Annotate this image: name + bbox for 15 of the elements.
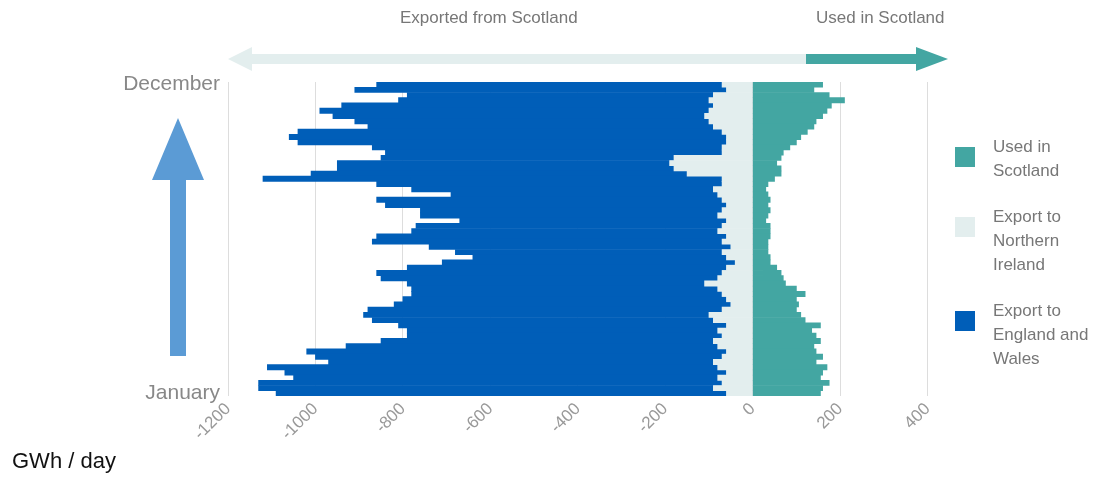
x-tick-label: -600 [458, 398, 497, 437]
x-axis-title: GWh / day [12, 448, 116, 474]
legend-label: Export to England and Wales [993, 300, 1090, 370]
legend-label: Export to Northern Ireland [993, 206, 1063, 276]
legend-label: Used in Scotland [993, 136, 1061, 182]
x-tick-label: -200 [633, 398, 672, 437]
y-tick-label: December [123, 71, 220, 95]
x-tick-label: 0 [738, 398, 759, 420]
text: Exported from Scotland [400, 8, 578, 28]
x-tick-label: -400 [546, 398, 584, 437]
x-tick-label: -800 [371, 398, 410, 437]
text: Used in Scotland [816, 8, 945, 28]
x-tick-label: 200 [812, 398, 847, 433]
x-tick-label: 400 [900, 398, 934, 433]
y-tick-label: January [145, 380, 221, 404]
